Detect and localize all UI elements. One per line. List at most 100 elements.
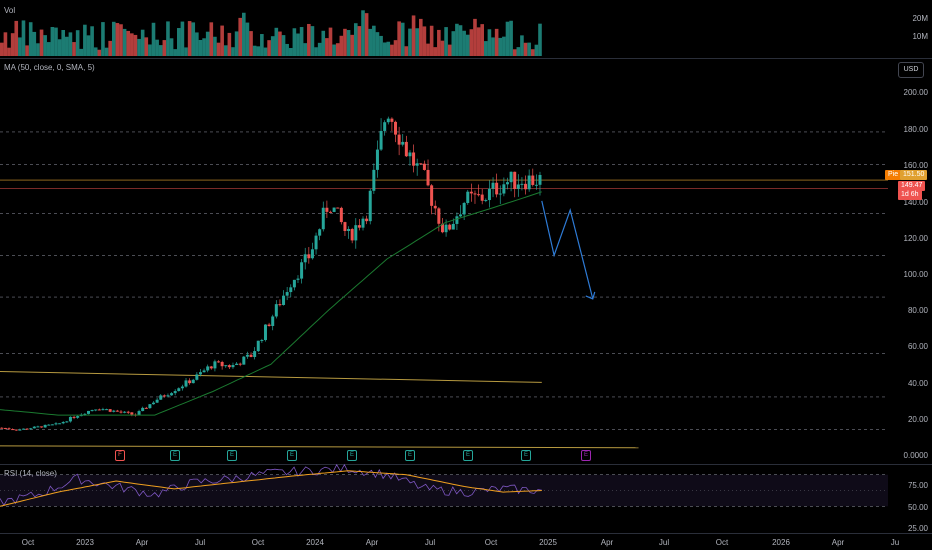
volume-bar [368, 28, 373, 56]
volume-bar [3, 32, 8, 56]
volume-bar [238, 17, 242, 57]
candle-body [300, 262, 304, 279]
candle-body [231, 365, 235, 368]
volume-bar [491, 37, 495, 56]
volume-bar [480, 24, 485, 56]
volume-bar [321, 30, 326, 56]
symbol-price-tag: Pie [885, 170, 902, 180]
price-tick: 100.00 [903, 270, 928, 279]
volume-bar [108, 40, 112, 56]
volume-bar [303, 43, 308, 56]
time-axis-label: Oct [21, 538, 35, 547]
volume-bar [353, 23, 358, 56]
event-marker[interactable]: E [463, 450, 473, 461]
volume-bar [314, 47, 318, 56]
volume-tick-10m: 10M [912, 32, 928, 41]
volume-bar [346, 30, 351, 56]
event-marker[interactable]: F [115, 450, 125, 461]
event-marker[interactable]: E [170, 450, 180, 461]
volume-bar [408, 28, 412, 56]
volume-bar [162, 40, 167, 56]
candle-body [397, 134, 401, 145]
candle-body [444, 224, 448, 233]
candle-body [314, 235, 318, 250]
volume-bar [310, 26, 315, 56]
volume-bar [285, 43, 289, 56]
candle-body [130, 412, 134, 415]
rsi-line [0, 463, 542, 506]
candle-body [318, 229, 322, 236]
time-axis-label: Oct [715, 538, 729, 547]
time-axis-label: Apr [831, 538, 845, 547]
candle-body [249, 354, 253, 357]
volume-bar [90, 26, 94, 56]
volume-bar [191, 22, 196, 56]
candle-body [152, 402, 156, 405]
candle-body [177, 388, 181, 392]
volume-bar [386, 41, 391, 56]
candle-body [21, 428, 25, 430]
candle-body [58, 423, 62, 425]
candle-body [141, 407, 145, 412]
currency-button[interactable]: USD [898, 62, 924, 78]
time-axis-label: Apr [365, 538, 379, 547]
volume-bar [151, 22, 156, 57]
volume-bar [223, 45, 228, 56]
volume-bar [144, 37, 149, 56]
candle-body [68, 416, 72, 422]
volume-bar [455, 23, 459, 57]
candle-body [372, 169, 376, 191]
volume-bar [93, 47, 98, 56]
volume-bar [216, 42, 221, 56]
candle-body [375, 149, 379, 170]
candle-body [65, 421, 69, 423]
volume-bar [101, 22, 105, 57]
volume-bar [307, 23, 311, 56]
volume-bar [274, 27, 279, 56]
candle-body [307, 254, 311, 259]
candle-body [76, 416, 80, 418]
trendline [0, 445, 639, 449]
candle-body [119, 411, 123, 413]
volume-bar [382, 42, 387, 56]
time-axis-label: Oct [484, 538, 498, 547]
event-marker[interactable]: E [227, 450, 237, 461]
candle-body [336, 207, 340, 209]
volume-bar [25, 45, 29, 56]
price-tick: 40.00 [907, 379, 928, 388]
candle-body [253, 351, 257, 357]
volume-bar [299, 27, 304, 56]
candle-body [538, 174, 542, 185]
event-marker[interactable]: E [405, 450, 415, 461]
volume-bar [28, 22, 33, 56]
candle-body [361, 218, 365, 228]
event-marker[interactable]: E [521, 450, 531, 461]
candle-body [524, 183, 528, 190]
candle-body [404, 141, 408, 157]
event-marker[interactable]: E [287, 450, 297, 461]
candle-body [285, 292, 289, 296]
volume-bar [155, 39, 159, 56]
candle-body [383, 122, 387, 131]
candle-body [401, 141, 405, 145]
event-marker[interactable]: E [581, 450, 591, 461]
volume-bar [296, 33, 300, 56]
candle-body [296, 278, 300, 280]
candle-body [466, 191, 470, 203]
volume-bar [184, 47, 188, 56]
volume-bar [86, 35, 91, 56]
volume-bar [252, 45, 257, 56]
volume-bar [538, 23, 542, 56]
time-axis-label: Apr [135, 538, 149, 547]
candle-body [260, 340, 264, 342]
volume-bar [339, 35, 344, 56]
pane-separator-volume [0, 58, 932, 59]
volume-bar [487, 29, 492, 56]
candle-body [495, 182, 499, 195]
candle-body [202, 370, 206, 373]
volume-bar [169, 38, 174, 56]
event-marker[interactable]: E [347, 450, 357, 461]
volume-bar [111, 21, 116, 56]
volume-bar [498, 37, 503, 56]
